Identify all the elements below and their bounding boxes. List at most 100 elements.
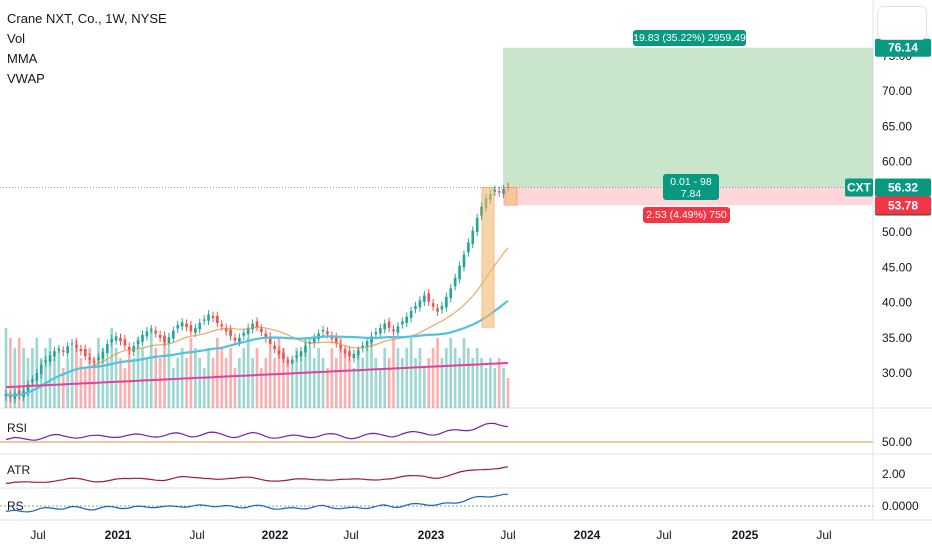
- chart-settings-button[interactable]: [877, 6, 927, 40]
- volume-bar: [370, 338, 373, 408]
- volume-bar: [409, 338, 413, 408]
- candle-body: [136, 340, 140, 345]
- volume-bar: [246, 338, 250, 408]
- volume-bar: [440, 358, 444, 408]
- volume-bar: [260, 368, 263, 408]
- volume-bar: [418, 348, 422, 408]
- volume-bar: [436, 338, 439, 408]
- candle-body: [31, 379, 34, 383]
- candle-body: [312, 337, 316, 344]
- candle-body: [105, 344, 109, 354]
- volume-bar: [383, 348, 387, 408]
- candle-body: [471, 230, 475, 244]
- volume-bar: [378, 368, 382, 408]
- volume-bar: [475, 348, 479, 408]
- vwap-line: [5, 362, 509, 389]
- chart-legend: Crane NXT, Co., 1W, NYSE Vol MMA VWAP: [7, 9, 167, 89]
- x-tick-label: 2022: [262, 528, 289, 542]
- candle-body: [260, 328, 263, 333]
- candle-body: [392, 329, 395, 332]
- symbol-tag-text: CXT: [847, 180, 872, 194]
- volume-bar: [400, 358, 404, 408]
- volume-bar: [53, 358, 56, 408]
- volume-bar: [321, 358, 325, 408]
- volume-bar: [61, 368, 65, 408]
- volume-bar: [387, 358, 391, 408]
- indicator-mma[interactable]: MMA: [7, 51, 38, 66]
- volume-bar: [374, 358, 378, 408]
- candle-body: [502, 188, 505, 194]
- candle-body: [418, 300, 422, 308]
- volume-bar: [70, 348, 74, 408]
- candle-body: [127, 346, 131, 351]
- candle-body: [299, 351, 303, 357]
- candle-body: [290, 359, 294, 364]
- candle-body: [286, 360, 290, 363]
- volume-bar: [449, 338, 453, 408]
- volume-bar: [189, 338, 193, 408]
- candle-body: [17, 390, 21, 396]
- candle-body: [48, 355, 52, 362]
- volume-bar: [83, 368, 87, 408]
- volume-bar: [497, 358, 501, 408]
- price-tags: 19.83 (35.22%) 2959.49 0.01 - 987.84 2.53 …: [633, 30, 931, 223]
- volume-bar: [202, 368, 206, 408]
- candle-body: [453, 277, 457, 287]
- volume-bar: [308, 348, 312, 408]
- volume-bar: [431, 348, 435, 408]
- candle-body: [145, 331, 149, 337]
- pane-label-rsi: RSI: [7, 421, 28, 435]
- candle-body: [216, 315, 219, 323]
- x-tick-label: 2021: [105, 528, 132, 542]
- candle-body: [304, 346, 307, 353]
- candle-body: [229, 329, 232, 337]
- candle-body: [414, 306, 417, 309]
- rsi-axis-label: 50.00: [882, 435, 912, 449]
- candle-body: [321, 329, 325, 332]
- volume-bar: [9, 338, 12, 408]
- rsi-line: [5, 422, 509, 441]
- candle-body: [493, 189, 497, 192]
- volume-bar: [110, 328, 114, 408]
- candle-body: [374, 332, 378, 335]
- candle-body: [431, 303, 435, 307]
- entry-label-bg: [663, 174, 719, 200]
- volume-bar: [167, 348, 171, 408]
- candle-body: [365, 341, 369, 347]
- symbol-title[interactable]: Crane NXT, Co., 1W, NYSE: [7, 11, 167, 26]
- candle-body: [423, 295, 426, 302]
- volume-bar: [145, 358, 149, 408]
- candle-body: [427, 293, 431, 302]
- atr-axis-label: 2.00: [882, 467, 906, 481]
- volume-bar: [101, 348, 105, 408]
- indicator-vwap[interactable]: VWAP: [7, 71, 45, 86]
- last-price-tag-text: 56.32: [888, 180, 918, 194]
- volume-bar: [343, 348, 347, 408]
- candle-body: [462, 254, 466, 268]
- candle-body: [264, 333, 268, 339]
- symbol-tag-bg: [845, 178, 873, 197]
- candle-body: [202, 319, 206, 321]
- candle-body: [295, 355, 298, 358]
- volume-bar: [339, 338, 342, 408]
- candle-body: [198, 322, 202, 330]
- volume-bar: [48, 338, 52, 408]
- candle-body: [114, 336, 118, 341]
- candle-body: [207, 314, 210, 321]
- candle-body: [163, 335, 166, 342]
- volume-bar: [423, 368, 426, 408]
- volume-bar: [13, 348, 17, 408]
- volume-bar: [216, 338, 219, 408]
- volume-bar: [233, 368, 237, 408]
- candle-body: [383, 323, 387, 330]
- x-tick-label: Jul: [816, 528, 831, 542]
- indicator-vol[interactable]: Vol: [7, 31, 26, 46]
- x-tick-label: Jul: [30, 528, 45, 542]
- candle-body: [101, 351, 105, 359]
- volume-bar: [119, 358, 122, 408]
- volume-bar: [255, 348, 259, 408]
- rs-line: [5, 493, 508, 513]
- volume-bar: [224, 358, 228, 408]
